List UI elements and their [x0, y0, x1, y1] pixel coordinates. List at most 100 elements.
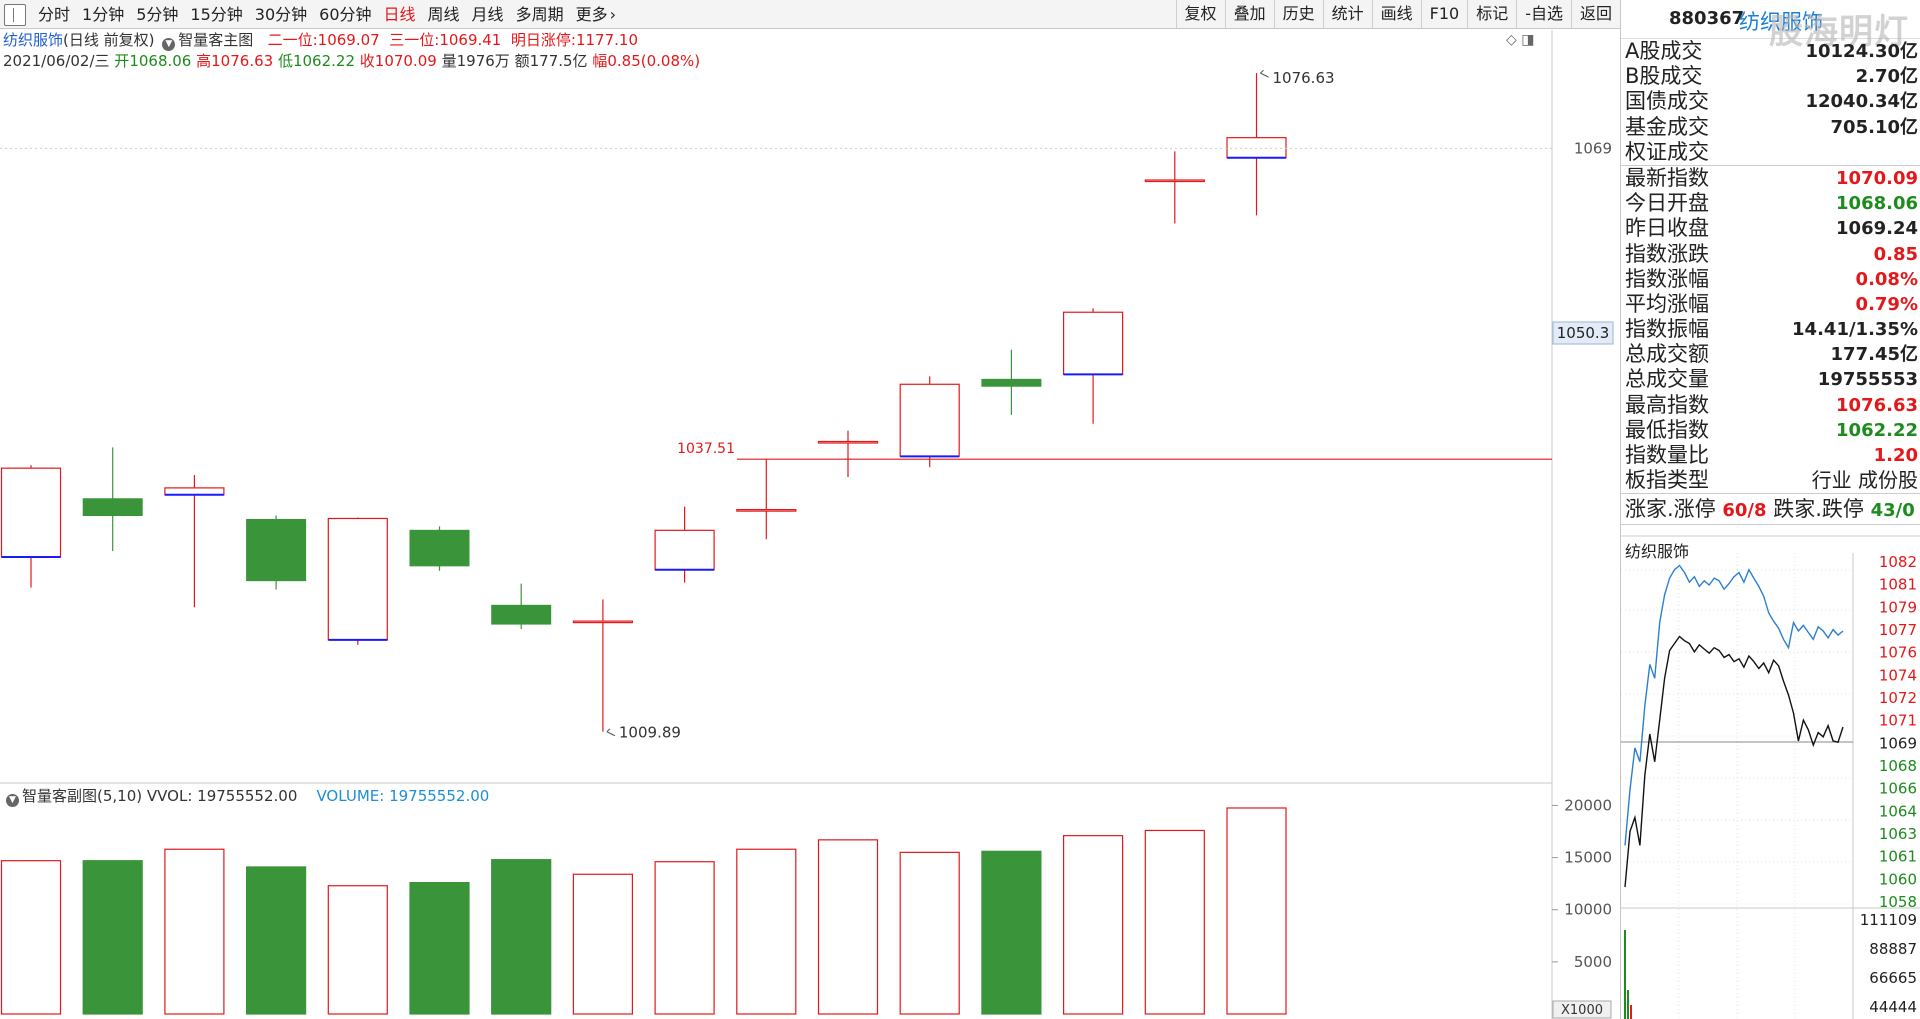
tool-button-2[interactable]: 历史: [1273, 0, 1323, 29]
crosshair-price-box: [1552, 321, 1614, 345]
volume-unit-label: X1000: [1561, 1003, 1603, 1018]
volume-label: 量: [441, 52, 457, 70]
index-name[interactable]: 纺织服饰: [1739, 10, 1823, 34]
candle[interactable]: [899, 376, 960, 468]
stat-value: 14.41/1.35%: [1792, 319, 1918, 341]
stat-row: 最高指数 1076.63: [1621, 393, 1920, 418]
chart-mode-icons: ◇ ◨: [1506, 32, 1534, 48]
stock-name[interactable]: 纺织服饰: [3, 31, 64, 49]
tool-button-1[interactable]: 叠加: [1224, 0, 1274, 29]
stat-value: 10124.30亿: [1805, 41, 1918, 62]
sub-indicator-name[interactable]: 智量客副图(5,10): [22, 787, 143, 805]
tool-button-4[interactable]: 画线: [1371, 0, 1421, 29]
intraday-mini-chart[interactable]: 1082 1081 1079 1077 1076 1074 1072 1071 1069 1068…: [1621, 0, 1920, 1019]
volume-tick-label: 5000: [1574, 953, 1612, 971]
stat-row: 昨日收盘 1069.24: [1621, 216, 1920, 241]
mini-index-line: [1624, 635, 1844, 888]
mini-volume-tick: 88887: [1869, 940, 1917, 958]
stat-value: 177.45亿: [1830, 344, 1918, 366]
candle[interactable]: [82, 447, 143, 552]
stat-value: 1070.09: [1836, 167, 1918, 189]
candle[interactable]: [327, 517, 388, 645]
index-code: 880367: [1669, 8, 1745, 29]
candle[interactable]: [0, 465, 62, 588]
mini-price-tick: 1068: [1879, 757, 1917, 775]
chevron-down-icon[interactable]: ▼: [6, 794, 19, 807]
volume-bar: [82, 860, 143, 1015]
stat-label: 昨日收盘: [1625, 216, 1709, 241]
candle[interactable]: [246, 515, 307, 590]
tab-period-10[interactable]: 更多: [575, 5, 608, 24]
tool-button-8[interactable]: 返回: [1570, 0, 1620, 29]
stat-row: A股成交 10124.30亿: [1621, 39, 1920, 64]
tool-button-7[interactable]: -自选: [1516, 0, 1571, 29]
stat-row: 指数量比 1.20: [1621, 443, 1920, 468]
candle-body: [572, 620, 634, 624]
volume-bar: [491, 859, 552, 1015]
diamond-icon[interactable]: ◇: [1506, 32, 1517, 48]
limit-label: 明日涨停:: [510, 31, 576, 49]
tool-button-6[interactable]: 标记: [1467, 0, 1516, 29]
candle[interactable]: [409, 526, 470, 571]
kline-chart-area[interactable]: 1069 1037.51 1050.3 1076.63 1009.89 20000 1500…: [0, 0, 1620, 1019]
chevron-right-icon[interactable]: ›: [609, 5, 616, 24]
arrow-icon: [1260, 69, 1269, 78]
stat-label: 今日开盘: [1625, 191, 1709, 216]
candle[interactable]: [1062, 308, 1124, 424]
candle[interactable]: [1226, 73, 1287, 216]
volume-ind-label: VOLUME:: [316, 787, 385, 805]
stat-label: 平均涨幅: [1625, 291, 1709, 316]
mini-volume-bar: [1630, 1005, 1632, 1019]
up-value: 60/8: [1722, 500, 1767, 522]
close-value: 1070.09: [374, 52, 437, 70]
stat-label: 最低指数: [1625, 417, 1709, 442]
candle[interactable]: [1144, 151, 1205, 224]
tab-period-4[interactable]: 30分钟: [254, 5, 308, 24]
stat-value: 19755553: [1817, 369, 1918, 391]
chevron-down-icon[interactable]: ▼: [162, 38, 176, 51]
tab-period-8[interactable]: 月线: [471, 5, 504, 24]
tab-period-2[interactable]: 5分钟: [136, 5, 179, 24]
mini-volume-tick: 44444: [1869, 998, 1917, 1016]
candle[interactable]: [981, 349, 1042, 415]
mini-price-tick: 1081: [1879, 576, 1917, 594]
stat-row: 指数涨跌 0.85: [1621, 242, 1920, 267]
candle-body: [899, 383, 960, 457]
stat-row: 板指类型 行业 成份股: [1621, 468, 1920, 493]
candle[interactable]: [736, 459, 797, 540]
vvol-label: VVOL:: [146, 787, 193, 805]
tab-period-7[interactable]: 周线: [427, 5, 460, 24]
quote-info: 纺织服饰(日线 前复权) ▼ 智量客主图 二一位:1069.07 三一位:1069…: [3, 30, 700, 71]
candle-body: [981, 378, 1042, 387]
price-tick-label: 1069: [1574, 139, 1612, 157]
volume-bar: [0, 860, 62, 1015]
volume-bar: [246, 866, 307, 1015]
candle[interactable]: [817, 430, 879, 478]
tab-period-9[interactable]: 多周期: [515, 5, 564, 24]
tab-period-5[interactable]: 60分钟: [319, 5, 372, 24]
tab-period-6[interactable]: 日线: [383, 5, 416, 24]
tab-period-0[interactable]: 分时: [38, 5, 71, 24]
candle[interactable]: [164, 475, 225, 608]
level2-value: 1069.07: [317, 31, 380, 49]
candle-body: [327, 517, 388, 641]
volume-value: 1976万: [456, 52, 510, 70]
mini-price-tick: 1061: [1879, 848, 1917, 866]
amount-value: 177.5亿: [529, 52, 588, 70]
candle[interactable]: [491, 583, 552, 630]
main-indicator-name[interactable]: 智量客主图: [178, 31, 254, 49]
down-label: 跌家.跌停: [1773, 497, 1864, 522]
tab-period-1[interactable]: 1分钟: [82, 5, 125, 24]
tool-button-0[interactable]: 复权: [1175, 0, 1225, 29]
open-value: 1068.06: [129, 52, 192, 70]
mini-volume-bar: [1627, 990, 1629, 1019]
mini-price-tick: 1060: [1879, 870, 1917, 888]
candle[interactable]: [654, 506, 715, 583]
tool-button-3[interactable]: 统计: [1322, 0, 1372, 29]
volume-bar: [164, 848, 225, 1015]
panel-icon[interactable]: ◨: [1521, 32, 1535, 48]
candle[interactable]: [572, 599, 634, 732]
sidebar-toggle-icon[interactable]: [4, 3, 26, 26]
tab-period-3[interactable]: 15分钟: [190, 5, 243, 24]
tool-button-5[interactable]: F10: [1420, 0, 1468, 29]
